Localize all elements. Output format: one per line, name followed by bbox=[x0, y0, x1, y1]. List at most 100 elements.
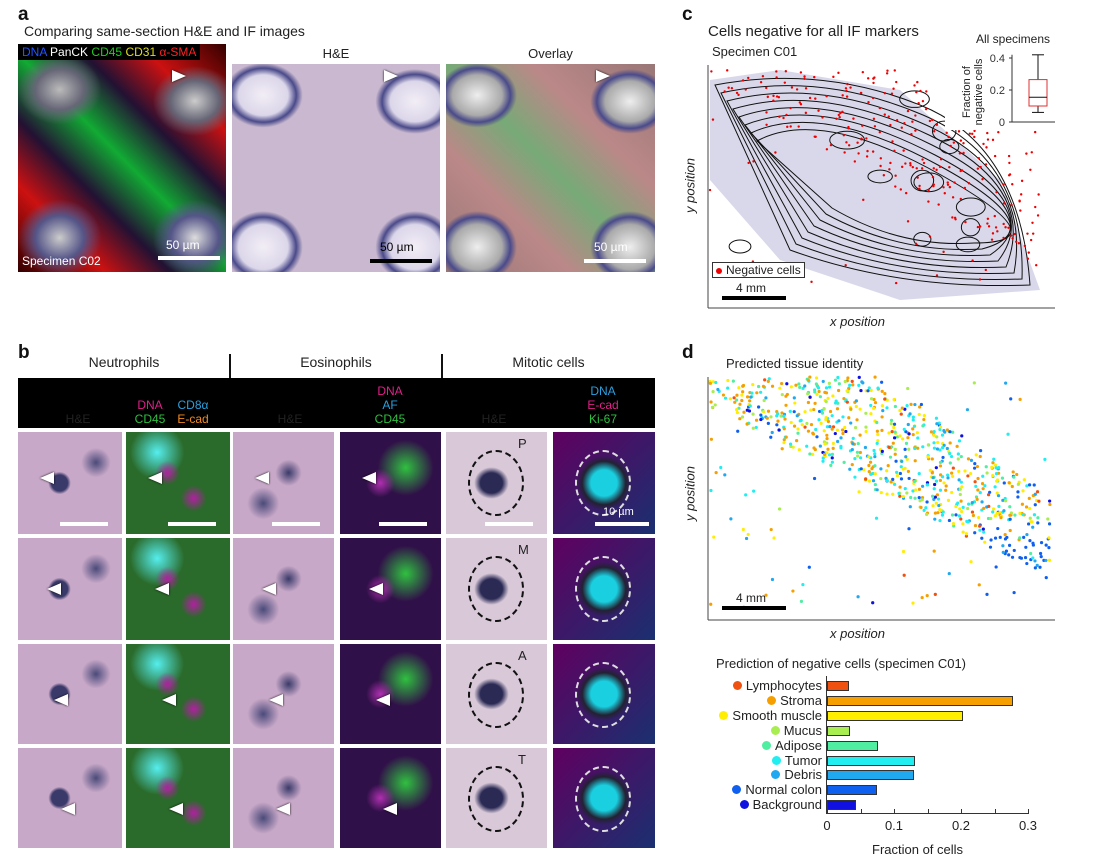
tissue-cell-point bbox=[857, 490, 861, 494]
tissue-cell-point bbox=[936, 440, 940, 445]
x-axis-line bbox=[827, 813, 1029, 814]
scale-bar bbox=[370, 259, 432, 263]
tissue-cell-point bbox=[797, 382, 801, 386]
tissue-cell-point bbox=[991, 507, 996, 511]
contour-line bbox=[726, 92, 1018, 275]
tissue-cell-point bbox=[996, 526, 1000, 531]
tissue-cell-point bbox=[1033, 503, 1037, 507]
negative-cell-point bbox=[991, 232, 995, 235]
negative-cell-point bbox=[984, 163, 988, 166]
negative-cell-point bbox=[817, 109, 820, 112]
col-ecad: E-cad bbox=[587, 398, 619, 412]
nucleus-outline bbox=[575, 450, 631, 516]
negative-cell-point bbox=[962, 151, 965, 155]
tissue-cell-point bbox=[905, 491, 909, 495]
negative-cell-point bbox=[902, 149, 905, 152]
negative-cell-point bbox=[893, 149, 896, 153]
tissue-cell-point bbox=[989, 516, 993, 521]
negative-cell-point bbox=[883, 113, 886, 116]
negative-cell-point bbox=[1030, 151, 1033, 154]
bar-category-label: Stroma bbox=[767, 693, 822, 708]
negative-cell-point bbox=[918, 184, 921, 188]
tissue-cell-point bbox=[921, 484, 925, 488]
negative-cell-point bbox=[865, 137, 868, 140]
negative-cell-point bbox=[886, 69, 889, 72]
bar bbox=[827, 785, 877, 796]
negative-cell-point bbox=[963, 186, 967, 190]
tissue-cell-point bbox=[1025, 484, 1029, 488]
scale-bar-label: 10 µm bbox=[603, 506, 634, 518]
negative-cell-point bbox=[891, 140, 894, 143]
negative-cell-point bbox=[932, 130, 936, 133]
tissue-cell-point bbox=[1038, 551, 1043, 556]
arrowhead-icon bbox=[276, 803, 290, 815]
panel-a-title: Comparing same-section H&E and IF images bbox=[24, 23, 305, 39]
tissue-cell-point bbox=[813, 390, 817, 394]
tissue-cell-point bbox=[766, 379, 770, 383]
negative-cell-point bbox=[945, 131, 948, 135]
tissue-cell-point bbox=[784, 403, 788, 407]
tissue-cell-point bbox=[809, 408, 813, 412]
negative-cell-point bbox=[968, 132, 972, 135]
tissue-cell-point bbox=[737, 386, 741, 390]
tissue-cell-point bbox=[1043, 457, 1047, 462]
tissue-cell-point bbox=[912, 479, 917, 483]
tissue-cell-point bbox=[858, 456, 863, 460]
negative-cell-point bbox=[853, 160, 857, 163]
tissue-cell-point bbox=[994, 565, 998, 569]
tissue-cell-point bbox=[947, 571, 951, 576]
tissue-cell-point bbox=[982, 530, 986, 534]
negative-cell-point bbox=[962, 141, 965, 145]
legend-negative-cells: Negative cells bbox=[712, 262, 805, 278]
arrowhead-icon bbox=[172, 70, 186, 82]
tissue-cell-point bbox=[883, 397, 887, 401]
col-he: H&E bbox=[481, 412, 507, 426]
category-color-dot-icon bbox=[732, 681, 742, 690]
cell-image bbox=[126, 644, 230, 744]
tissue-cell-point bbox=[911, 415, 915, 419]
tissue-cell-point bbox=[869, 397, 874, 401]
tissue-cell-point bbox=[978, 454, 982, 459]
tissue-cell-point bbox=[875, 441, 879, 445]
tissue-cell-point bbox=[856, 454, 860, 458]
tissue-cell-point bbox=[952, 524, 956, 528]
negative-cell-point bbox=[866, 149, 869, 153]
tissue-cell-point bbox=[1036, 521, 1040, 525]
tissue-cell-point bbox=[956, 501, 960, 505]
tissue-cell-point bbox=[746, 532, 750, 537]
negative-cell-point bbox=[841, 94, 844, 97]
tissue-cell-point bbox=[885, 479, 889, 483]
overlay-image: 50 µm bbox=[446, 64, 655, 272]
tissue-cell-point bbox=[946, 498, 951, 502]
tissue-cell-point bbox=[970, 510, 975, 514]
tissue-cell-point bbox=[764, 593, 768, 597]
tissue-cell-point bbox=[903, 447, 907, 451]
tissue-cell-point bbox=[850, 448, 854, 452]
tissue-cell-point bbox=[938, 464, 943, 468]
tissue-cell-point bbox=[908, 412, 912, 416]
tissue-cell-point bbox=[869, 412, 873, 416]
negative-cell-point bbox=[804, 87, 808, 90]
tissue-cell-point bbox=[993, 463, 998, 467]
tissue-cell-point bbox=[723, 473, 727, 477]
tissue-cell-point bbox=[941, 510, 945, 514]
tissue-cell-point bbox=[1002, 481, 1006, 485]
tissue-cell-point bbox=[943, 430, 947, 434]
negative-cell-point bbox=[845, 89, 848, 93]
negative-cell-point bbox=[847, 144, 851, 147]
negative-cell-point bbox=[784, 70, 788, 73]
tissue-cell-point bbox=[761, 384, 766, 388]
nucleus-outline bbox=[575, 766, 631, 832]
tissue-cell-point bbox=[798, 385, 802, 389]
tissue-cell-point bbox=[870, 467, 874, 471]
tissue-cell-point bbox=[990, 465, 994, 469]
negative-cell-point bbox=[927, 200, 930, 203]
tissue-cell-point bbox=[766, 421, 770, 425]
tissue-cell-point bbox=[958, 487, 962, 491]
tissue-cell-point bbox=[749, 395, 753, 399]
cell-image bbox=[233, 748, 334, 848]
tissue-cell-point bbox=[924, 506, 928, 510]
tissue-cell-point bbox=[930, 494, 935, 498]
tissue-cell-point bbox=[901, 494, 905, 499]
nucleus-outline bbox=[575, 662, 631, 728]
